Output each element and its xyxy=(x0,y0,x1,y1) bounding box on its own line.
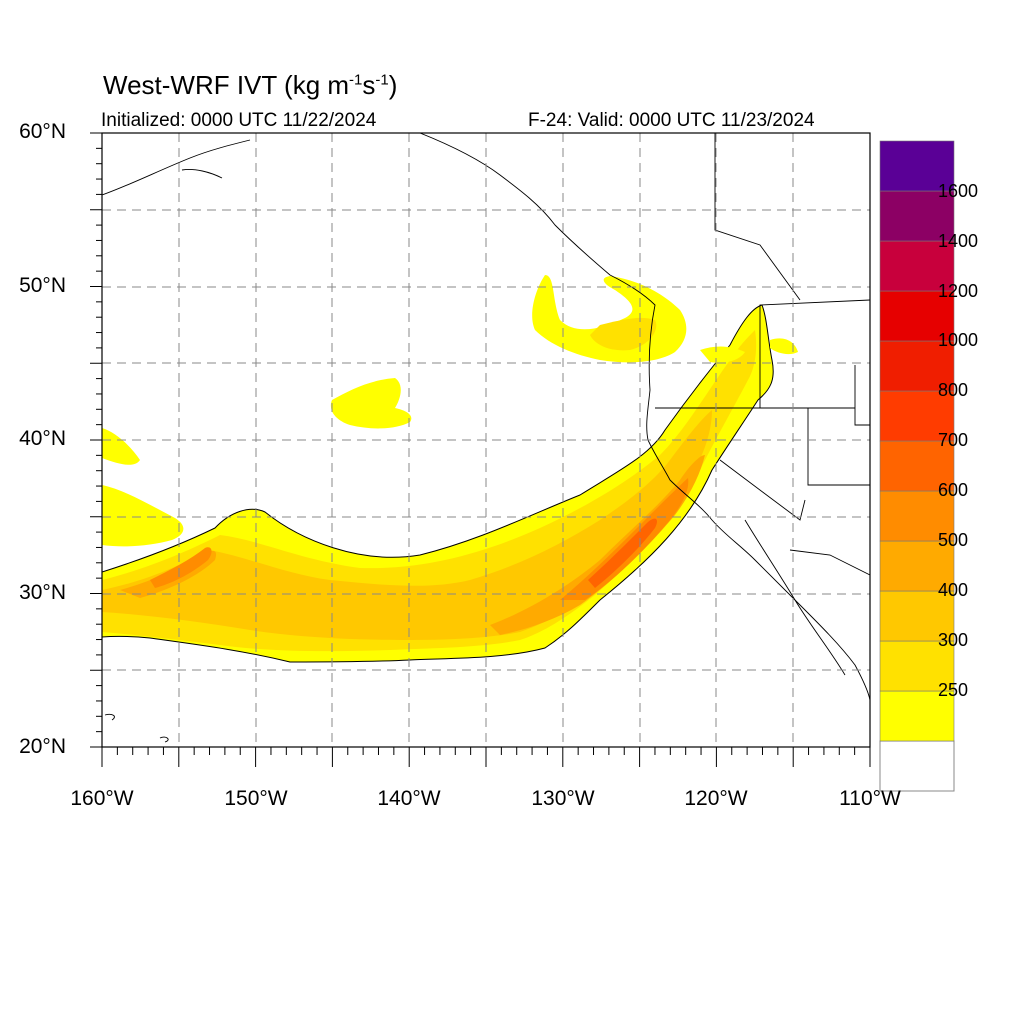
colorbar-label-250: 250 xyxy=(938,680,969,700)
colorbar-bin-300 xyxy=(879,640,955,692)
ivt-field xyxy=(102,275,798,663)
lat-label-50: 50°N xyxy=(19,274,66,297)
colorbar-bin-1600 xyxy=(879,190,955,242)
coastlines xyxy=(102,133,870,743)
lat-label-60: 60°N xyxy=(19,120,66,143)
colorbar-label-1400: 1400 xyxy=(938,231,979,251)
colorbar-label-500: 500 xyxy=(938,530,969,550)
colorbar-bin-1800 xyxy=(879,140,955,192)
lon-label-150w: 150°W xyxy=(224,787,288,810)
colorbar-bin-700 xyxy=(879,440,955,492)
grid-lines xyxy=(102,133,870,747)
colorbar-bin-below xyxy=(879,740,955,792)
ivt-mid-pacific-patch xyxy=(330,378,412,429)
lon-label-160w: 160°W xyxy=(70,787,134,810)
colorbar-label-700: 700 xyxy=(938,430,969,450)
colorbar-bin-800 xyxy=(879,390,955,442)
lat-label-40: 40°N xyxy=(19,427,66,450)
colorbar-label-600: 600 xyxy=(938,480,969,500)
lon-label-120w: 120°W xyxy=(684,787,748,810)
colorbar xyxy=(879,140,955,792)
ivt-north-swirl xyxy=(532,275,687,363)
valid-time: F-24: Valid: 0000 UTC 11/23/2024 xyxy=(528,110,815,131)
axis-ticks xyxy=(90,132,871,767)
colorbar-label-1000: 1000 xyxy=(938,330,979,350)
ivt-700-band xyxy=(588,518,658,588)
colorbar-bin-1400 xyxy=(879,240,955,292)
lon-label-130w: 130°W xyxy=(531,787,595,810)
lat-label-20: 20°N xyxy=(19,735,66,758)
map-title: West-WRF IVT (kg m-1s-1) xyxy=(103,70,398,100)
colorbar-label-400: 400 xyxy=(938,580,969,600)
colorbar-bin-1200 xyxy=(879,290,955,342)
colorbar-label-1600: 1600 xyxy=(938,181,979,201)
colorbar-bin-500 xyxy=(879,540,955,592)
initialized-time: Initialized: 0000 UTC 11/22/2024 xyxy=(101,110,377,131)
lon-label-110w: 110°W xyxy=(839,787,901,810)
ivt-400-band xyxy=(102,410,712,640)
colorbar-bin-250 xyxy=(879,690,955,742)
lon-label-140w: 140°W xyxy=(377,787,441,810)
colorbar-label-1200: 1200 xyxy=(938,281,979,301)
colorbar-bin-1000 xyxy=(879,340,955,392)
colorbar-bin-600 xyxy=(879,490,955,542)
colorbar-bin-400 xyxy=(879,590,955,642)
lat-label-30: 30°N xyxy=(19,581,66,604)
colorbar-label-300: 300 xyxy=(938,630,969,650)
colorbar-label-800: 800 xyxy=(938,380,969,400)
